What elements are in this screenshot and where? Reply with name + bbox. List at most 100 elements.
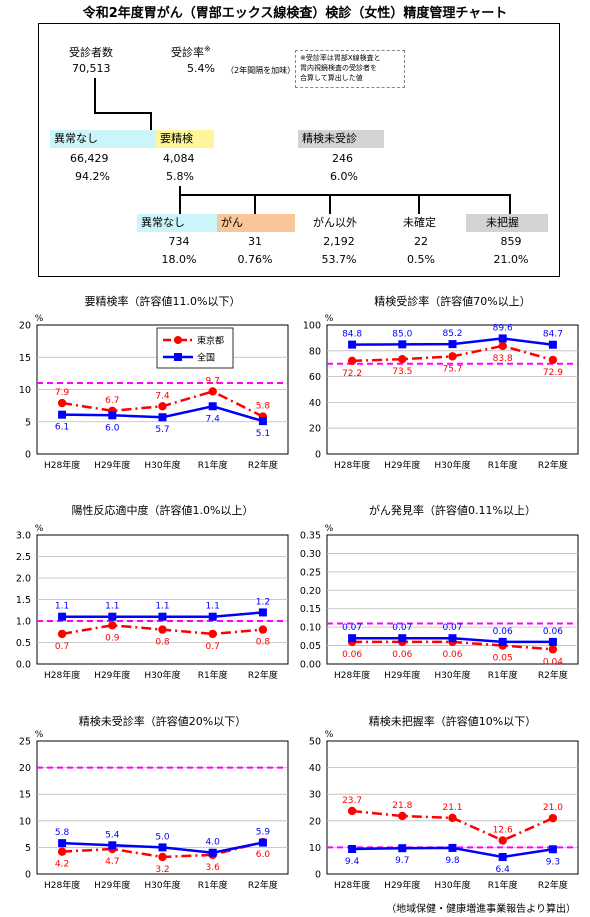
data-point-tokyo — [448, 813, 457, 823]
y-axis-unit: % — [325, 314, 334, 324]
tree-line — [418, 194, 420, 214]
data-label-national: 4.0 — [206, 838, 221, 848]
x-tick-label: R2年度 — [248, 459, 278, 471]
y-axis-unit: % — [35, 314, 44, 324]
data-point-national — [498, 852, 507, 861]
y-tick-label: 0 — [315, 450, 321, 461]
y-axis-unit: % — [325, 524, 334, 534]
data-point-tokyo — [398, 811, 407, 821]
data-label-tokyo: 73.5 — [392, 367, 412, 377]
data-label-tokyo: 3.2 — [155, 865, 169, 875]
data-label-national: 7.4 — [206, 414, 221, 424]
data-label-tokyo: 3.6 — [206, 863, 221, 873]
data-label-national: 9.7 — [395, 856, 409, 866]
level1-unexamined-pct: 6.0% — [330, 170, 358, 183]
chart-title: がん発見率（許容値0.11%以上） — [369, 504, 536, 517]
level1-require-exam-pct: 5.8% — [166, 170, 194, 183]
x-tick-label: H30年度 — [144, 879, 180, 891]
x-tick-label: R2年度 — [248, 879, 278, 891]
y-tick-label: 20 — [309, 816, 321, 827]
data-point-tokyo — [208, 629, 217, 639]
data-label-national: 84.7 — [543, 330, 563, 340]
rate-note: （2年間隔を加味） — [226, 66, 296, 75]
x-tick-label: H30年度 — [434, 459, 470, 471]
x-tick-label: H30年度 — [434, 669, 470, 681]
tree-line — [329, 194, 331, 214]
data-label-tokyo: 0.7 — [55, 642, 69, 652]
y-tick-label: 40 — [309, 763, 321, 774]
level2-undetermined-label: 未確定 — [403, 216, 436, 229]
x-tick-label: R1年度 — [198, 669, 228, 681]
data-label-tokyo: 72.2 — [342, 369, 362, 379]
chart-title: 精検未把握率（許容値10%以下） — [368, 715, 537, 728]
y-tick-label: 2.5 — [16, 552, 31, 563]
x-tick-label: R1年度 — [198, 879, 228, 891]
y-tick-label: 0.25 — [300, 567, 321, 578]
line-chart-follow-up-rate: 0 20 40 60 80 100% H28年度 H29年度 H30年度 R1年度 R2年度 72.2… — [303, 314, 579, 471]
level2-normal-label: 異常なし — [137, 214, 217, 232]
y-tick-label: 30 — [309, 790, 321, 801]
y-tick-label: 5 — [25, 417, 31, 428]
x-tick-label: H30年度 — [144, 669, 180, 681]
chart-title: 要精検率（許容値11.0%以下） — [84, 295, 241, 308]
data-point-national — [398, 634, 407, 643]
data-label-national: 5.1 — [256, 429, 270, 439]
level2-cancer-pct: 0.76% — [237, 253, 273, 266]
data-label-national: 9.3 — [546, 857, 560, 867]
y-tick-label: 0.10 — [300, 623, 321, 634]
data-point-tokyo — [548, 645, 558, 654]
data-point-tokyo — [498, 836, 507, 845]
x-tick-label: R1年度 — [488, 879, 518, 891]
data-point-national — [258, 417, 267, 426]
data-label-national: 85.0 — [392, 329, 412, 339]
level1-normal-label: 異常なし — [50, 130, 156, 148]
data-point-national — [108, 612, 117, 621]
data-point-tokyo — [548, 355, 558, 365]
y-tick-label: 0 — [25, 870, 31, 881]
tree-line — [150, 112, 152, 130]
legend-label-national: 全国 — [197, 352, 215, 364]
data-label-national: 5.8 — [55, 828, 70, 838]
legend-marker-national — [174, 353, 182, 361]
data-point-national — [348, 844, 357, 853]
data-point-tokyo — [448, 352, 457, 361]
level2-undetermined-pct: 0.5% — [407, 253, 435, 266]
rate-label: 受診率※ — [171, 44, 211, 59]
data-label-national: 5.9 — [256, 828, 271, 838]
footnote-text: ※受診率は胃部X線検査と 胃内視鏡検査の受診者を 合算して算出した値 — [300, 54, 381, 82]
data-point-tokyo — [158, 402, 167, 411]
x-tick-label: H28年度 — [334, 879, 370, 891]
line-chart-ppv: 0.0 0.5 1.0 1.5 2.0 2.5 3.0% H28年度 H29年度 H30年度 R1年… — [16, 524, 289, 681]
data-label-tokyo: 4.7 — [105, 857, 119, 867]
level1-require-exam-count: 4,084 — [163, 152, 195, 165]
y-tick-label: 0 — [25, 450, 31, 461]
level1-normal-count: 66,429 — [70, 152, 109, 165]
data-point-national — [258, 838, 267, 847]
tree-line — [179, 194, 511, 196]
data-point-tokyo — [548, 813, 558, 823]
data-label-tokyo: 21.1 — [442, 803, 462, 813]
examinees-label: 受診者数 — [69, 46, 113, 59]
y-tick-label: 10 — [309, 843, 321, 854]
x-tick-label: H29年度 — [384, 459, 420, 471]
data-point-national — [58, 839, 67, 848]
data-label-tokyo: 0.8 — [155, 638, 170, 648]
data-point-national — [448, 634, 457, 643]
y-axis-unit: % — [35, 730, 44, 740]
legend-label-tokyo: 東京都 — [197, 335, 224, 347]
y-tick-label: 1.5 — [16, 595, 31, 606]
x-tick-label: R1年度 — [488, 459, 518, 471]
level2-undetermined-count: 22 — [414, 235, 428, 248]
data-point-national — [348, 634, 357, 643]
data-label-national: 84.8 — [342, 330, 362, 340]
data-label-national: 5.7 — [155, 425, 169, 435]
y-axis-unit: % — [35, 524, 44, 534]
data-label-tokyo: 21.0 — [543, 803, 563, 813]
data-point-tokyo — [57, 398, 67, 408]
level2-unknown-label: 未把握 — [466, 214, 548, 232]
chart-title: 陽性反応適中度（許容値1.0%以上） — [71, 504, 254, 517]
y-tick-label: 0.30 — [300, 549, 321, 560]
data-point-national — [548, 845, 557, 854]
data-point-tokyo — [158, 852, 167, 862]
x-tick-label: R2年度 — [538, 879, 568, 891]
